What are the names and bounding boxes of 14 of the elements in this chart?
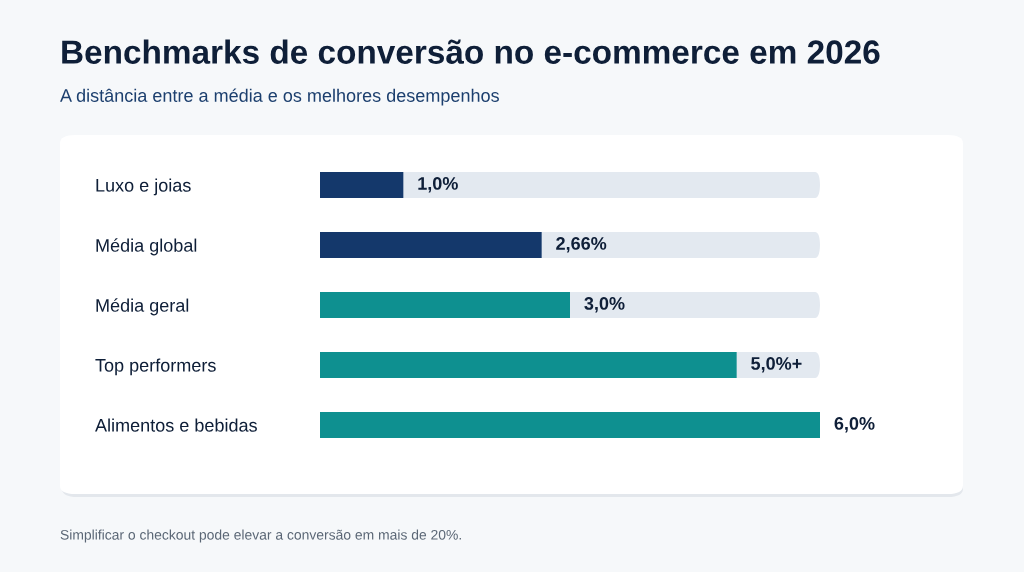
data-label: 1,0%: [418, 177, 458, 193]
data-label: 3,0%: [584, 297, 625, 313]
y-tick-label: Top performers: [95, 358, 216, 376]
data-label: 6,0%: [834, 417, 875, 433]
chart-title: Benchmarks de conversão no e-commerce em 2026: [62, 39, 880, 64]
y-tick-label: Média geral: [96, 298, 189, 316]
chart-subtitle: A distância entre a média e os melhores desempenhos: [60, 88, 499, 106]
y-tick-label: Luxo e joias: [96, 178, 191, 196]
data-label: 5,0%+: [751, 357, 802, 373]
y-tick-label: Média global: [96, 238, 197, 256]
bar: [320, 172, 404, 198]
data-label: 2,66%: [556, 237, 607, 253]
y-tick-label: Alimentos e bebidas: [95, 418, 257, 432]
text: Simplificar o checkout pode elevar a conversão em mais de 20%.: [60, 529, 461, 543]
